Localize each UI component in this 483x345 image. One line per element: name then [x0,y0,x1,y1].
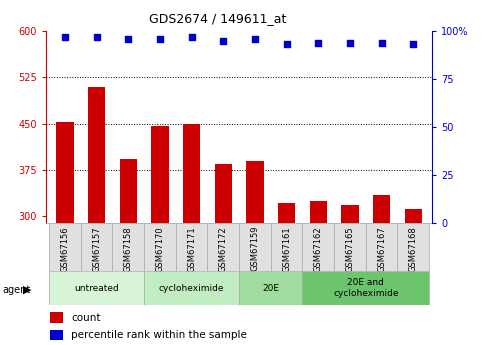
Text: GSM67167: GSM67167 [377,226,386,272]
Text: agent: agent [2,285,30,295]
Text: count: count [71,313,100,323]
Point [314,40,322,45]
Point [124,36,132,41]
Bar [239,223,271,271]
Point [410,42,417,47]
Bar [144,271,239,305]
Bar [278,203,295,345]
Text: percentile rank within the sample: percentile rank within the sample [71,330,247,340]
Point [61,34,69,40]
Text: ▶: ▶ [23,285,32,295]
Point [188,34,196,40]
Bar [119,159,137,345]
Text: untreated: untreated [74,284,119,293]
Bar [302,223,334,271]
Text: GSM67171: GSM67171 [187,226,196,272]
Text: GSM67172: GSM67172 [219,226,228,272]
Bar [207,223,239,271]
Point [156,36,164,41]
Point [346,40,354,45]
Text: GSM67168: GSM67168 [409,226,418,272]
Text: 20E: 20E [262,284,279,293]
Text: 20E and
cycloheximide: 20E and cycloheximide [333,278,398,298]
Text: GDS2674 / 149611_at: GDS2674 / 149611_at [149,12,286,25]
Bar [405,209,422,345]
Text: GSM67159: GSM67159 [250,226,259,272]
Text: GSM67162: GSM67162 [314,226,323,272]
Point [378,40,385,45]
Point [93,34,100,40]
Bar [302,271,429,305]
Bar [214,164,232,345]
Bar [56,122,73,345]
Bar [334,223,366,271]
Bar [144,223,176,271]
Bar [239,271,302,305]
Bar [151,126,169,345]
Point [283,42,290,47]
Bar [88,87,105,345]
Bar [246,161,264,345]
Bar [310,201,327,345]
Text: cycloheximide: cycloheximide [159,284,224,293]
Bar [49,271,144,305]
Bar [50,330,63,341]
Bar [373,195,390,345]
Bar [50,312,63,323]
Text: GSM67170: GSM67170 [156,226,164,272]
Bar [183,124,200,345]
Bar [113,223,144,271]
Bar [271,223,302,271]
Text: GSM67161: GSM67161 [282,226,291,272]
Bar [398,223,429,271]
Text: GSM67156: GSM67156 [60,226,70,272]
Point [219,38,227,43]
Bar [81,223,113,271]
Text: GSM67165: GSM67165 [345,226,355,272]
Point [251,36,259,41]
Bar [176,223,207,271]
Text: GSM67157: GSM67157 [92,226,101,272]
Bar [341,205,359,345]
Bar [366,223,398,271]
Bar [49,223,81,271]
Text: GSM67158: GSM67158 [124,226,133,272]
